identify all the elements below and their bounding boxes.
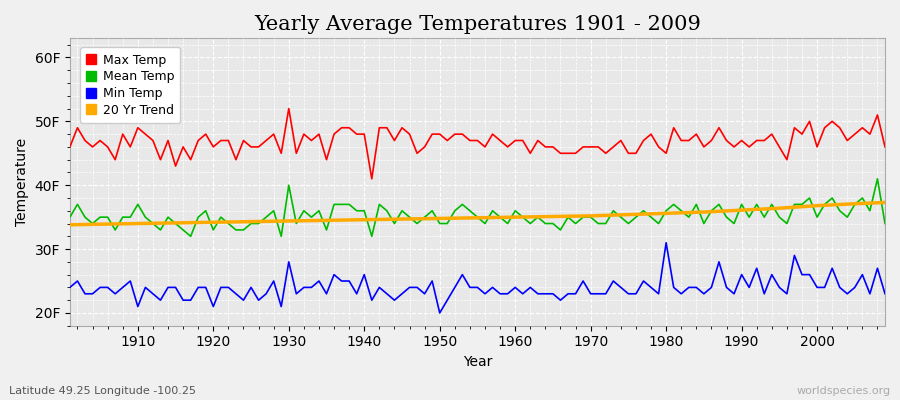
Min Temp <box>879 291 890 296</box>
20 Yr Trend <box>284 218 294 223</box>
Y-axis label: Temperature: Temperature <box>15 138 29 226</box>
Mean Temp <box>125 215 136 220</box>
20 Yr Trend <box>812 203 823 208</box>
20 Yr Trend <box>65 222 76 227</box>
Min Temp <box>435 310 446 315</box>
Line: Max Temp: Max Temp <box>70 108 885 179</box>
20 Yr Trend <box>736 208 747 212</box>
20 Yr Trend <box>698 210 709 214</box>
20 Yr Trend <box>472 215 483 220</box>
Min Temp <box>291 291 302 296</box>
Min Temp <box>518 291 528 296</box>
Line: 20 Yr Trend: 20 Yr Trend <box>70 202 885 225</box>
20 Yr Trend <box>879 200 890 205</box>
20 Yr Trend <box>850 201 860 206</box>
Min Temp <box>509 285 520 290</box>
Mean Temp <box>344 202 355 207</box>
20 Yr Trend <box>359 217 370 222</box>
Max Temp <box>616 138 626 143</box>
Max Temp <box>879 144 890 149</box>
Min Temp <box>125 279 136 284</box>
Mean Temp <box>879 221 890 226</box>
20 Yr Trend <box>623 212 634 217</box>
Min Temp <box>661 240 671 245</box>
Max Temp <box>284 106 294 111</box>
Max Temp <box>518 138 528 143</box>
Max Temp <box>125 144 136 149</box>
Legend: Max Temp, Mean Temp, Min Temp, 20 Yr Trend: Max Temp, Mean Temp, Min Temp, 20 Yr Tre… <box>80 48 181 123</box>
20 Yr Trend <box>94 222 105 226</box>
Title: Yearly Average Temperatures 1901 - 2009: Yearly Average Temperatures 1901 - 2009 <box>254 15 701 34</box>
Text: Latitude 49.25 Longitude -100.25: Latitude 49.25 Longitude -100.25 <box>9 386 196 396</box>
Mean Temp <box>185 234 196 239</box>
20 Yr Trend <box>208 220 219 225</box>
20 Yr Trend <box>585 214 596 218</box>
X-axis label: Year: Year <box>463 355 492 369</box>
Max Temp <box>525 151 535 156</box>
Mean Temp <box>608 208 618 213</box>
Max Temp <box>299 132 310 136</box>
Line: Min Temp: Min Temp <box>70 243 885 313</box>
Min Temp <box>608 279 618 284</box>
20 Yr Trend <box>321 218 332 223</box>
Max Temp <box>65 144 76 149</box>
Text: worldspecies.org: worldspecies.org <box>796 386 891 396</box>
20 Yr Trend <box>435 216 446 221</box>
Mean Temp <box>509 208 520 213</box>
Max Temp <box>366 176 377 181</box>
Mean Temp <box>299 208 310 213</box>
Mean Temp <box>518 215 528 220</box>
20 Yr Trend <box>132 221 143 226</box>
Line: Mean Temp: Mean Temp <box>70 179 885 236</box>
20 Yr Trend <box>509 215 520 220</box>
20 Yr Trend <box>246 219 256 224</box>
Max Temp <box>344 125 355 130</box>
20 Yr Trend <box>547 214 558 219</box>
20 Yr Trend <box>397 217 408 222</box>
Mean Temp <box>65 215 76 220</box>
Mean Temp <box>872 176 883 181</box>
Min Temp <box>337 279 347 284</box>
20 Yr Trend <box>774 206 785 211</box>
Min Temp <box>65 285 76 290</box>
20 Yr Trend <box>170 220 181 225</box>
20 Yr Trend <box>661 211 671 216</box>
